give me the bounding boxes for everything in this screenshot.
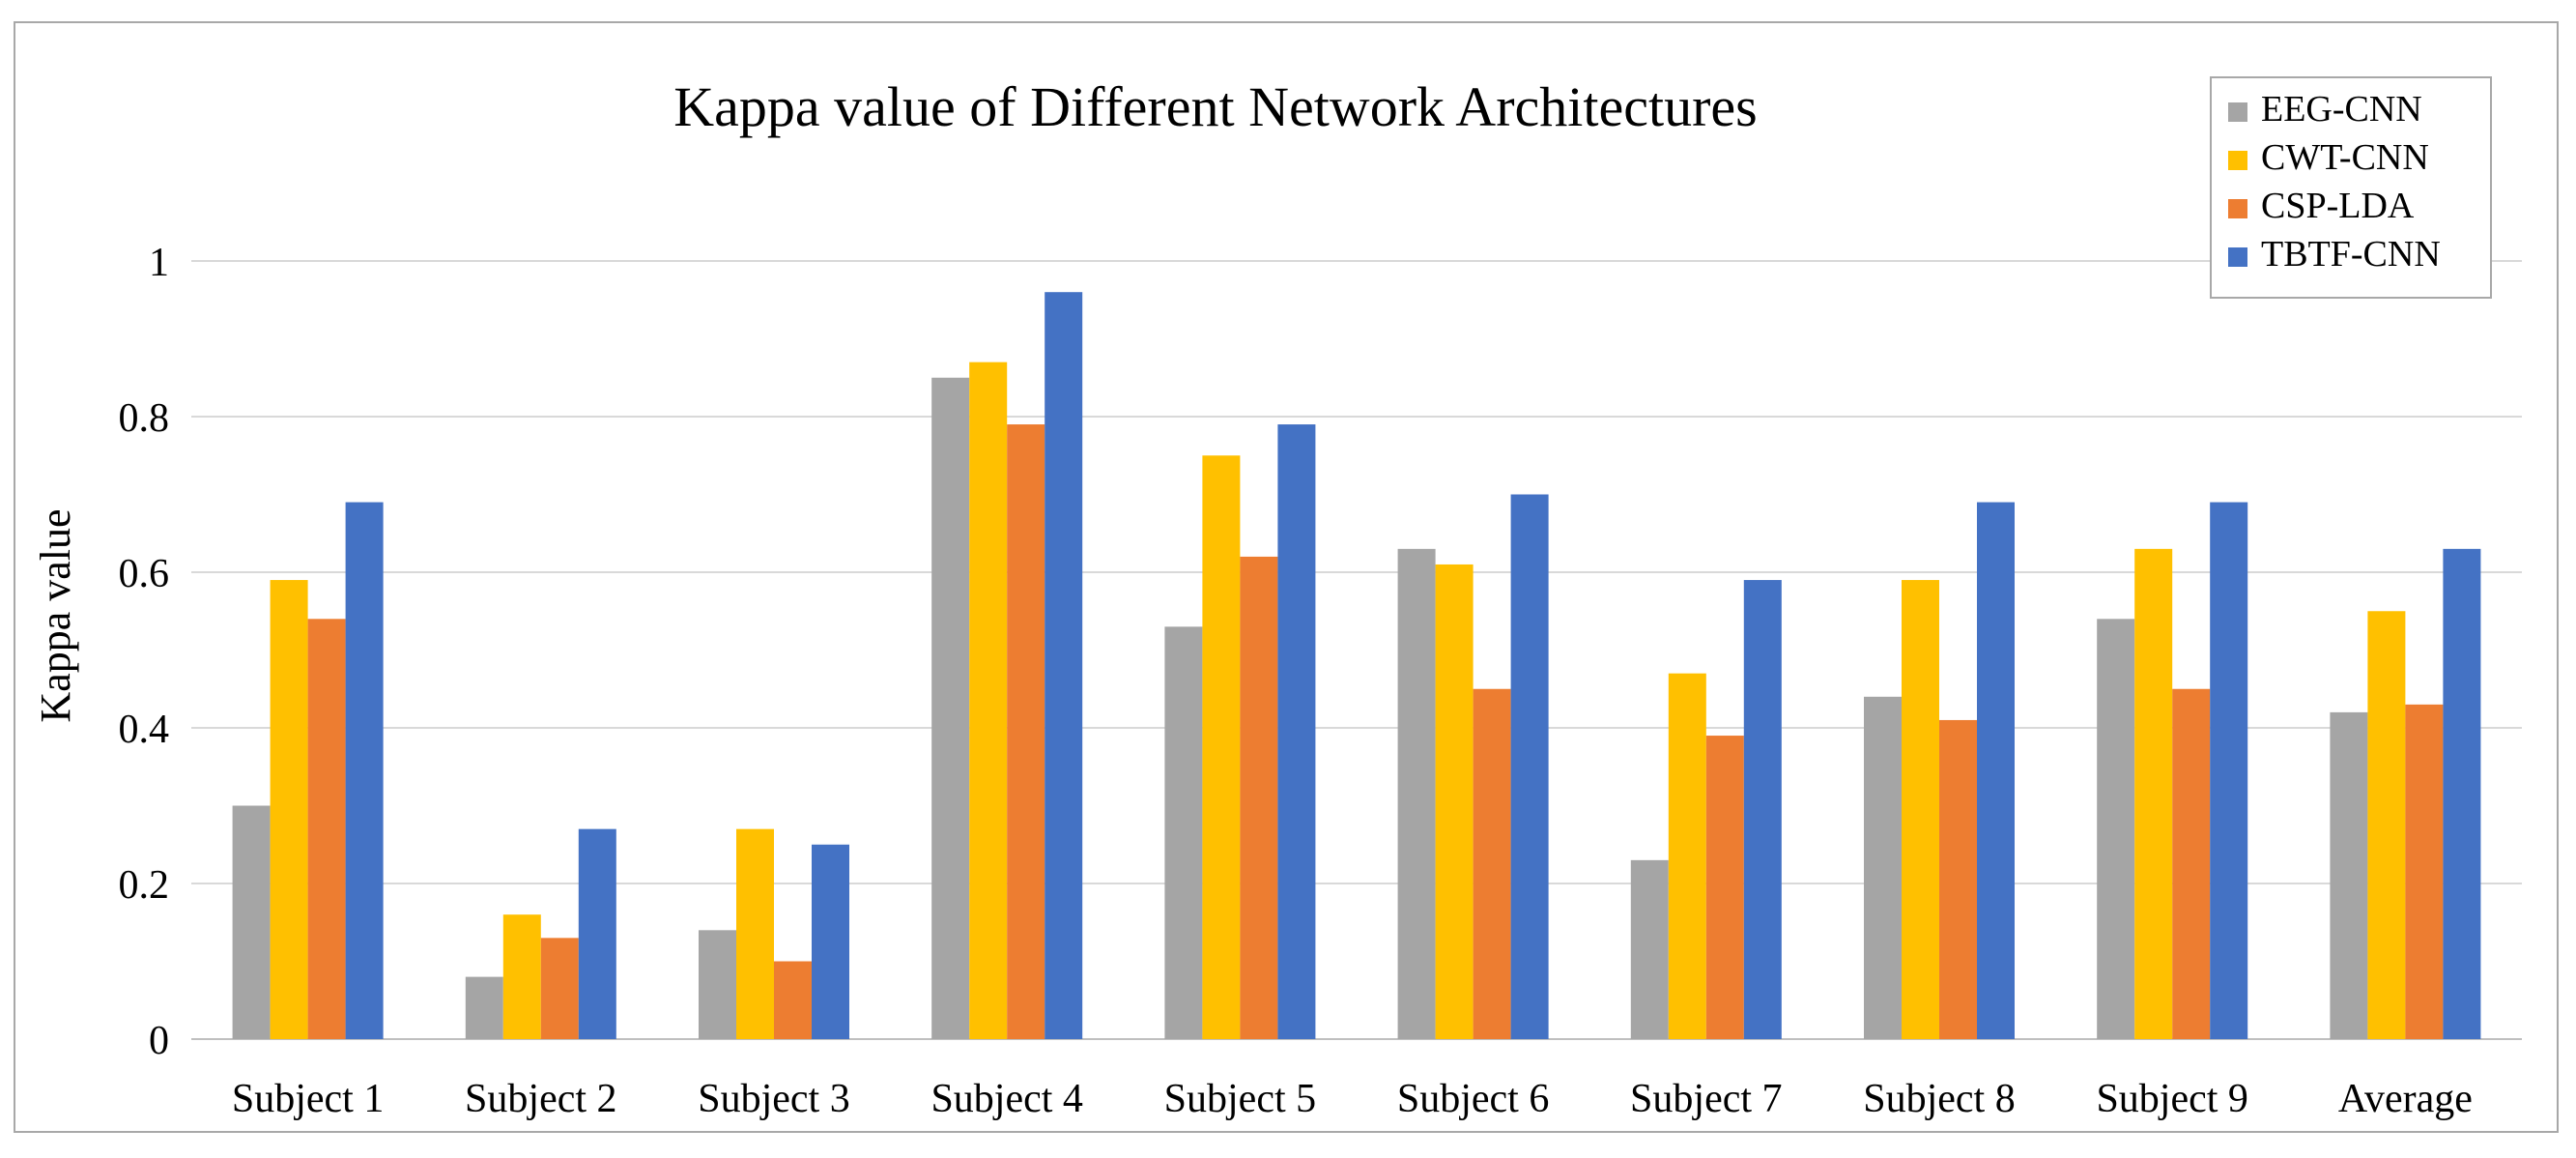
bar bbox=[1705, 736, 1744, 1039]
y-axis-label: Kappa value bbox=[32, 508, 79, 722]
chart-title: Kappa value of Different Network Archite… bbox=[673, 75, 1757, 138]
bar bbox=[1902, 580, 1939, 1039]
bar bbox=[1435, 564, 1474, 1039]
bar bbox=[812, 844, 849, 1039]
x-tick-label: Subject 5 bbox=[1164, 1077, 1316, 1121]
legend-swatch bbox=[2228, 199, 2247, 218]
bar bbox=[2367, 611, 2406, 1039]
legend-label: EEG-CNN bbox=[2261, 89, 2422, 130]
bar bbox=[2134, 548, 2173, 1039]
bar bbox=[465, 976, 503, 1039]
y-tick-labels: 0 0.2 0.4 0.6 0.8 1 bbox=[119, 241, 170, 1063]
y-tick-label: 0.6 bbox=[119, 552, 170, 596]
bar bbox=[1473, 688, 1511, 1039]
x-tick-labels: Subject 1 Subject 2 Subject 3 Subject 4 Subj… bbox=[232, 1077, 2473, 1121]
legend-label: CWT-CNN bbox=[2261, 137, 2429, 178]
bar bbox=[2405, 704, 2444, 1039]
x-tick-label: Subject 3 bbox=[698, 1077, 849, 1121]
bar bbox=[1743, 580, 1782, 1039]
x-tick-label: Subject 8 bbox=[1863, 1077, 2015, 1121]
bar bbox=[1397, 548, 1436, 1039]
bar bbox=[1939, 719, 1977, 1039]
bar bbox=[969, 362, 1008, 1039]
y-tick-label: 0.8 bbox=[119, 396, 170, 441]
bar bbox=[1864, 696, 1902, 1039]
legend-box bbox=[2210, 76, 2492, 299]
bar bbox=[1977, 502, 2015, 1039]
y-tick-label: 1 bbox=[149, 241, 169, 285]
bar bbox=[2097, 619, 2135, 1039]
bar bbox=[736, 828, 774, 1039]
legend-label: TBTF-CNN bbox=[2261, 234, 2441, 275]
x-tick-label: Average bbox=[2338, 1077, 2473, 1121]
bar bbox=[307, 619, 346, 1039]
bar bbox=[1202, 455, 1241, 1039]
bar bbox=[2443, 548, 2481, 1039]
bar bbox=[1240, 556, 1278, 1039]
bar bbox=[270, 580, 308, 1039]
legend-swatch bbox=[2228, 247, 2247, 267]
bar bbox=[1630, 859, 1669, 1039]
legend-label: CSP-LDA bbox=[2261, 186, 2415, 226]
bar bbox=[2210, 502, 2248, 1039]
bar bbox=[931, 377, 970, 1039]
x-tick-label: Subject 6 bbox=[1397, 1077, 1549, 1121]
y-tick-label: 0.4 bbox=[119, 708, 170, 752]
bar bbox=[345, 502, 384, 1039]
bar bbox=[1668, 673, 1706, 1039]
x-tick-label: Subject 7 bbox=[1630, 1077, 1782, 1121]
bar bbox=[1164, 626, 1203, 1039]
bar bbox=[578, 828, 616, 1039]
bar bbox=[699, 930, 736, 1039]
bars bbox=[232, 292, 2481, 1039]
bar bbox=[1510, 494, 1549, 1039]
x-tick-label: Subject 2 bbox=[465, 1077, 616, 1121]
legend: EEG-CNN CWT-CNN CSP-LDA TBTF-CNN bbox=[2210, 76, 2492, 299]
x-tick-label: Subject 1 bbox=[232, 1077, 384, 1121]
bar bbox=[774, 961, 812, 1039]
legend-swatch bbox=[2228, 151, 2247, 170]
x-tick-label: Subject 4 bbox=[930, 1077, 1082, 1121]
bar bbox=[2172, 688, 2211, 1039]
x-tick-label: Subject 9 bbox=[2096, 1077, 2247, 1121]
bar bbox=[1007, 424, 1045, 1039]
y-tick-label: 0.2 bbox=[119, 863, 170, 908]
legend-swatch bbox=[2228, 102, 2247, 122]
bar bbox=[1277, 424, 1316, 1039]
bar bbox=[2330, 711, 2368, 1039]
bar bbox=[1045, 292, 1083, 1039]
y-tick-label: 0 bbox=[149, 1019, 169, 1063]
bar bbox=[502, 914, 541, 1039]
bar bbox=[232, 805, 271, 1039]
bar bbox=[540, 938, 579, 1039]
